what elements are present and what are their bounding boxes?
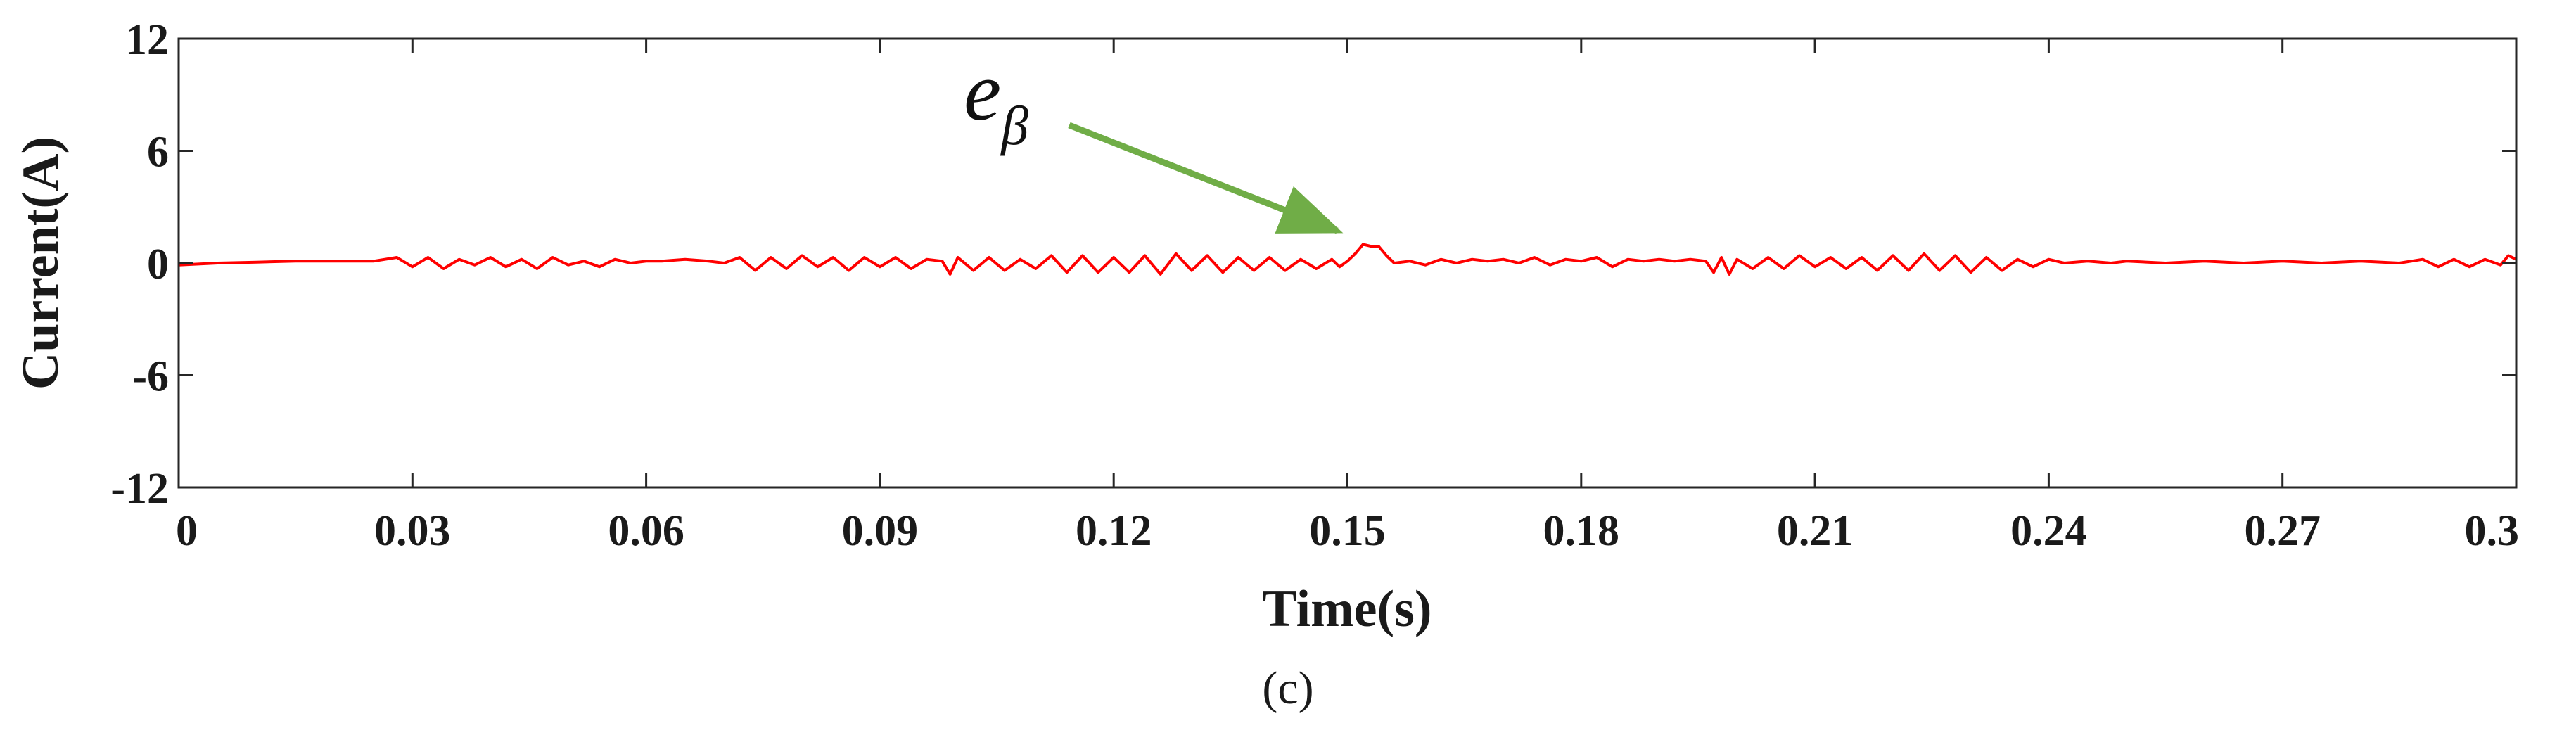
annotation-arrow <box>1068 122 1344 234</box>
annotation: eβ <box>964 44 1344 234</box>
x-tick-label: 0 <box>176 507 198 555</box>
figure-caption: (c) <box>1262 663 1313 714</box>
x-tick-label: 0.3 <box>2465 507 2520 555</box>
x-axis: 0 0.03 0.06 0.09 0.12 0.15 0.18 0.21 0.24 0.27 0.3 <box>176 39 2519 555</box>
x-axis-title: Time(s) <box>1262 580 1432 638</box>
y-axis: 12 6 0 -6 -12 <box>110 16 2516 513</box>
x-tick-label: 0.24 <box>2010 507 2087 555</box>
series-line-0 <box>178 243 2517 276</box>
y-axis-title: Current(A) <box>12 136 70 390</box>
y-tick-label: 6 <box>147 129 169 177</box>
series-layer <box>178 243 2517 276</box>
annotation-label: eβ <box>964 44 1028 156</box>
x-tick-label: 0.03 <box>374 507 451 555</box>
x-tick-label: 0.09 <box>842 507 919 555</box>
y-tick-label: 0 <box>147 241 169 288</box>
y-tick-label: -12 <box>110 465 169 513</box>
x-tick-label: 0.21 <box>1777 507 1854 555</box>
x-tick-label: 0.27 <box>2244 507 2321 555</box>
y-tick-label: -6 <box>132 353 169 401</box>
y-tick-label: 12 <box>125 16 169 64</box>
x-tick-label: 0.15 <box>1309 507 1386 555</box>
annotation-symbol: e <box>964 44 1001 138</box>
annotation-subscript: β <box>1000 95 1028 156</box>
x-tick-label: 0.12 <box>1076 507 1152 555</box>
x-tick-label: 0.06 <box>608 507 684 555</box>
plot-area <box>179 39 2516 487</box>
x-tick-label: 0.18 <box>1543 507 1620 555</box>
